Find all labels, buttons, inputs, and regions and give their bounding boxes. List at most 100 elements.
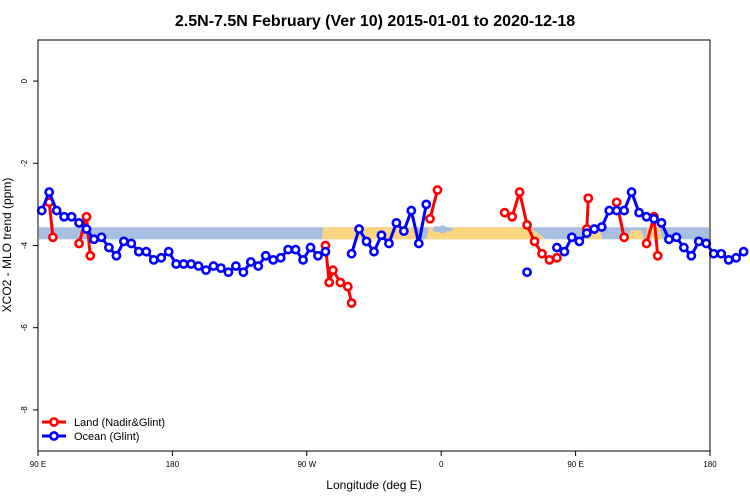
legend-label: Ocean (Glint) xyxy=(74,431,139,443)
data-point xyxy=(89,234,99,245)
data-point xyxy=(421,199,432,210)
data-point xyxy=(398,226,409,237)
data-point xyxy=(156,252,167,263)
data-point xyxy=(81,224,92,234)
data-point xyxy=(96,232,107,243)
data-point xyxy=(320,246,331,257)
data-point xyxy=(611,197,622,208)
data-point xyxy=(230,261,241,271)
data-point xyxy=(376,230,387,241)
data-point xyxy=(193,261,204,271)
data-point xyxy=(701,238,712,249)
data-point xyxy=(574,236,585,247)
data-point xyxy=(148,254,159,265)
data-point xyxy=(283,244,294,255)
data-point xyxy=(328,265,338,276)
data-point xyxy=(522,220,532,230)
data-point xyxy=(544,254,555,265)
data-point xyxy=(641,211,652,222)
data-point xyxy=(178,259,189,269)
data-point xyxy=(346,248,357,259)
data-point xyxy=(111,250,122,261)
data-point xyxy=(268,254,279,265)
data-point xyxy=(118,236,129,247)
data-point xyxy=(369,246,379,257)
y-tick-label: -2 xyxy=(20,159,29,167)
data-point xyxy=(634,207,644,218)
legend-label: Land (Nadir&Glint) xyxy=(74,417,165,429)
data-point xyxy=(186,259,196,269)
data-point xyxy=(163,246,174,257)
series-line xyxy=(47,202,55,238)
data-point xyxy=(413,238,424,249)
land-patch xyxy=(426,227,546,240)
land-ocean-band xyxy=(39,225,709,240)
data-point xyxy=(74,238,84,249)
y-tick-label: 0 xyxy=(20,78,29,83)
data-point xyxy=(260,250,271,261)
land-patch xyxy=(321,227,421,240)
land-patch xyxy=(627,230,645,240)
series-ocean xyxy=(36,187,749,278)
series-line xyxy=(585,198,590,230)
data-point xyxy=(664,234,674,245)
data-point xyxy=(514,187,525,197)
data-point xyxy=(432,185,443,195)
data-point xyxy=(583,193,594,204)
data-point xyxy=(406,205,417,216)
data-point xyxy=(731,252,742,263)
data-point xyxy=(313,250,323,261)
data-point xyxy=(59,211,70,222)
data-point xyxy=(335,277,346,288)
y-tick-label: -8 xyxy=(20,406,29,414)
data-point xyxy=(649,213,659,224)
data-point xyxy=(275,252,286,263)
legend-marker xyxy=(49,417,59,427)
data-point xyxy=(716,248,727,259)
data-point xyxy=(238,267,249,278)
y-tick-label: -4 xyxy=(20,241,29,249)
data-point xyxy=(626,187,637,197)
x-tick-label: 90 E xyxy=(567,460,583,469)
data-point xyxy=(85,250,96,261)
data-point xyxy=(522,267,532,278)
data-point xyxy=(346,298,357,308)
data-point xyxy=(656,217,667,228)
data-point xyxy=(507,211,518,222)
data-point xyxy=(619,205,630,216)
data-point xyxy=(723,254,734,265)
data-point xyxy=(44,187,55,197)
x-axis-label: Longitude (deg E) xyxy=(326,478,421,492)
x-tick-label: 180 xyxy=(166,460,180,469)
data-point xyxy=(51,205,62,216)
chart-title: 2.5N-7.5N February (Ver 10) 2015-01-01 t… xyxy=(175,13,575,30)
data-point xyxy=(596,222,607,232)
data-point xyxy=(693,236,704,247)
x-tick-label: 0 xyxy=(439,460,444,469)
data-point xyxy=(581,228,592,239)
data-point xyxy=(686,250,697,261)
data-point xyxy=(499,207,510,218)
data-point xyxy=(74,217,84,228)
data-point xyxy=(559,246,570,257)
data-point xyxy=(652,250,663,261)
data-point xyxy=(245,257,256,267)
ocean-patch xyxy=(438,225,447,234)
data-point xyxy=(529,236,540,247)
data-point xyxy=(537,248,547,259)
data-point xyxy=(66,211,77,222)
data-point xyxy=(104,242,114,253)
data-point xyxy=(290,244,301,255)
data-point xyxy=(133,246,144,257)
ocean-patch xyxy=(444,227,453,232)
data-point xyxy=(253,261,264,271)
plot-frame xyxy=(37,39,711,452)
data-point xyxy=(171,259,182,269)
data-point xyxy=(36,205,47,216)
data-point xyxy=(678,242,689,253)
data-point xyxy=(342,281,353,292)
legend: Land (Nadir&Glint) Ocean (Glint) xyxy=(42,417,165,443)
data-point xyxy=(552,242,562,253)
data-point xyxy=(708,248,719,259)
